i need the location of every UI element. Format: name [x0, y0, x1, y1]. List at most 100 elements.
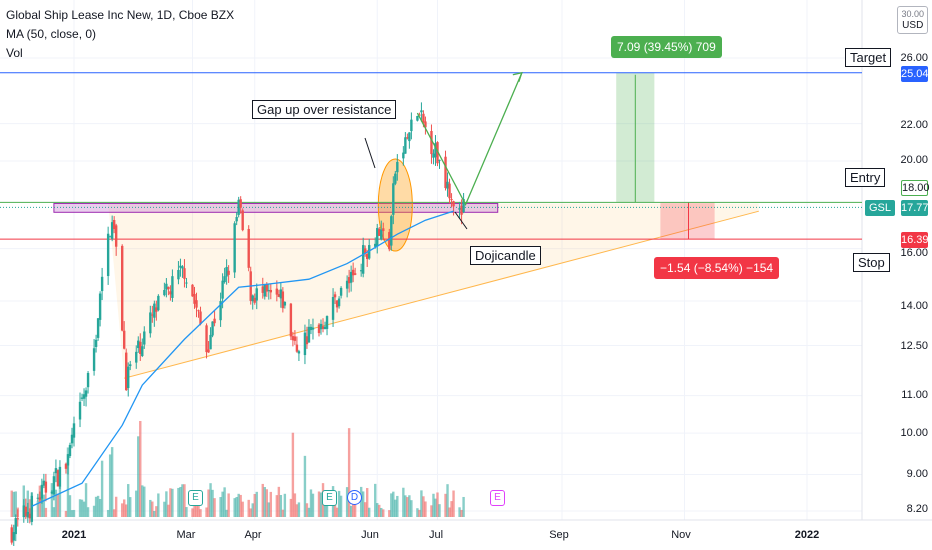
dividend-badge[interactable]: D — [347, 490, 362, 505]
price-tick: 16.00 — [900, 247, 928, 259]
candle-body — [40, 484, 44, 499]
candle-body — [363, 248, 367, 254]
volume-bar — [265, 489, 268, 517]
price-tick: 26.00 — [900, 52, 928, 64]
candle-body — [52, 476, 56, 495]
candles — [10, 102, 465, 546]
volume-bar — [446, 484, 449, 517]
volume-bar — [213, 498, 216, 517]
candle-body — [303, 332, 307, 356]
candle-body — [157, 295, 160, 311]
candle-body — [181, 266, 184, 269]
earnings-badge-upcoming[interactable]: E — [490, 490, 505, 506]
candle-body — [410, 119, 413, 132]
volume-bar — [323, 495, 327, 517]
candle-body — [92, 348, 96, 371]
volume-bar — [277, 486, 281, 517]
candle-body — [396, 161, 399, 173]
volume-bar — [291, 432, 295, 517]
candle-body — [209, 334, 212, 350]
volume-bar — [135, 490, 138, 517]
candle-body — [177, 269, 180, 280]
candle-body — [404, 137, 407, 154]
candle-body — [137, 340, 140, 349]
volume-bar — [181, 484, 184, 517]
volume-bar — [96, 495, 100, 517]
resistance-zone — [53, 202, 499, 213]
volume-bar — [235, 497, 238, 517]
candle-body — [392, 183, 395, 215]
candle-body — [390, 216, 393, 246]
entry-label: Entry — [845, 168, 886, 187]
candle-body — [185, 282, 188, 284]
volume-bar — [309, 489, 313, 517]
candle-body — [366, 253, 369, 260]
volume-bar — [416, 508, 419, 517]
candle-body — [446, 181, 449, 189]
doji-pointer — [454, 211, 468, 230]
earnings-badge[interactable]: E — [322, 490, 337, 506]
legend-ma[interactable]: MA (50, close, 0) — [6, 27, 97, 41]
price-tick-top: 30.00 — [901, 9, 924, 19]
candle-body — [123, 330, 126, 349]
volume-bar — [108, 454, 112, 517]
volume-bar — [345, 487, 349, 517]
earnings-badge[interactable]: E — [188, 490, 203, 506]
target-price-tag: 25.04 — [901, 66, 929, 82]
volume-bar — [363, 502, 367, 517]
candle-body — [448, 183, 451, 199]
volume-bar — [283, 493, 287, 517]
candle-body — [82, 394, 86, 399]
candle-body — [444, 156, 447, 188]
candle-body — [345, 280, 349, 289]
candle-body — [211, 321, 214, 336]
candle-body — [388, 232, 391, 250]
price-tick: 9.00 — [906, 468, 928, 480]
ma-line — [31, 210, 454, 507]
candle-body — [114, 225, 118, 247]
candle-body — [406, 137, 409, 139]
candle-body — [418, 114, 421, 116]
candle-body — [44, 481, 48, 493]
candle-body — [255, 288, 258, 301]
volume-bar — [380, 507, 383, 517]
volume-bar — [253, 493, 256, 517]
volume-bar — [70, 510, 74, 517]
volume-bar — [223, 487, 226, 517]
volume-bar — [205, 507, 208, 517]
stop-price-tag: 16.39 — [901, 232, 929, 248]
volume-bar — [151, 501, 154, 517]
doji-annotation: Dojicandle — [470, 246, 541, 265]
time-tick: Jun — [361, 529, 379, 541]
candle-body — [462, 199, 465, 213]
candle-body — [26, 511, 30, 518]
volume-bar — [241, 501, 244, 517]
volume-bar — [406, 497, 409, 517]
volume-bar — [438, 504, 441, 517]
volume-bar — [199, 509, 202, 517]
volume-bar — [390, 493, 393, 517]
time-tick: Apr — [244, 529, 262, 541]
volume-bar — [225, 509, 228, 517]
volume-bar — [44, 507, 48, 517]
chart-legend: Global Ship Lease Inc New, 1D, Cboe BZX … — [6, 6, 234, 63]
candle-body — [323, 326, 327, 330]
legend-symbol[interactable]: Global Ship Lease Inc New, 1D, Cboe BZX — [6, 8, 235, 22]
candle-body — [149, 312, 152, 334]
legend-volume[interactable]: Vol — [6, 46, 23, 60]
volume-bar — [353, 495, 357, 517]
candle-body — [263, 284, 266, 297]
candle-body — [424, 121, 427, 128]
volume-bar — [303, 455, 307, 517]
currency-selector[interactable]: 30.00 USD — [897, 6, 928, 34]
volume-bar — [249, 508, 252, 517]
candle-body — [265, 284, 268, 292]
volume-bar — [209, 483, 212, 517]
candle-body — [36, 497, 40, 499]
volume-bar — [275, 495, 279, 517]
volume-bar — [436, 492, 439, 517]
volume-bar — [129, 497, 132, 517]
volume-bar — [418, 509, 421, 517]
